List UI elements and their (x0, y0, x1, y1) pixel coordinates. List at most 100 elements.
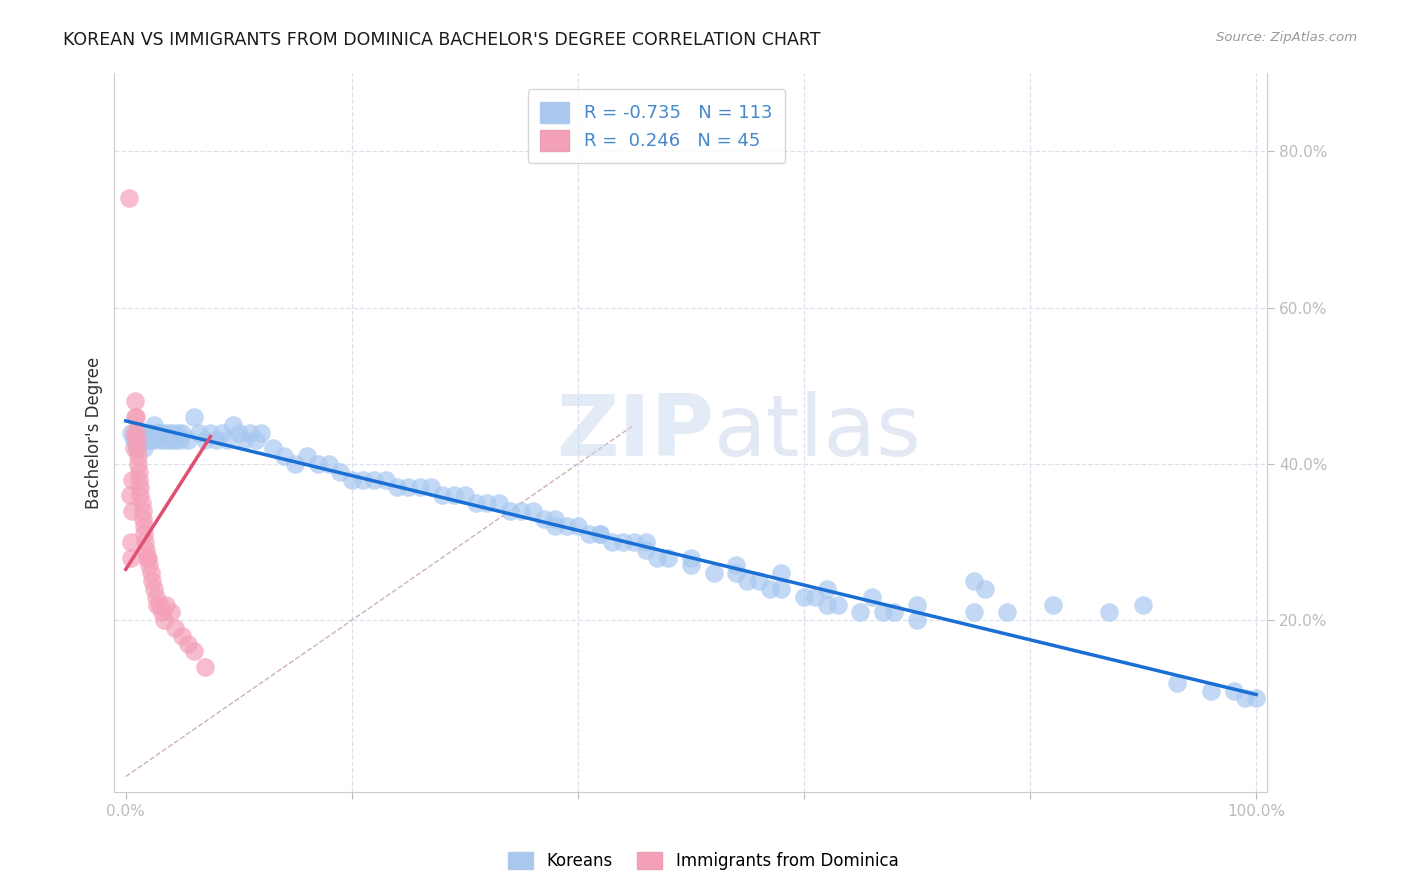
Point (165, 621, 187, 635)
Point (419, 480, 441, 494)
Point (612, 535, 634, 549)
Point (997, 606, 1019, 620)
Point (124, 409, 146, 424)
Point (160, 606, 183, 620)
Point (142, 425, 165, 440)
Point (157, 425, 180, 440)
Point (188, 425, 211, 440)
Point (1244, 691, 1267, 706)
Point (544, 511, 567, 525)
Point (737, 574, 759, 588)
Point (131, 425, 153, 440)
Point (128, 425, 150, 440)
Point (149, 598, 172, 612)
Point (135, 425, 157, 440)
Point (1042, 598, 1064, 612)
Point (555, 519, 578, 533)
Point (143, 434, 166, 448)
Point (125, 409, 148, 424)
Point (815, 582, 838, 596)
Point (120, 535, 142, 549)
Point (200, 425, 222, 440)
Point (166, 425, 188, 440)
Point (962, 606, 984, 620)
Point (134, 535, 156, 549)
Point (122, 442, 145, 456)
Point (702, 566, 724, 581)
Point (634, 535, 657, 549)
Point (211, 425, 233, 440)
Point (125, 425, 148, 440)
Point (118, 191, 141, 205)
Point (132, 519, 155, 533)
Point (396, 480, 419, 494)
Text: Source: ZipAtlas.com: Source: ZipAtlas.com (1216, 31, 1357, 45)
Point (172, 629, 194, 643)
Point (973, 582, 995, 596)
Point (122, 425, 145, 440)
Point (679, 558, 702, 573)
Point (132, 527, 155, 541)
Y-axis label: Bachelor's Degree: Bachelor's Degree (86, 357, 103, 508)
Point (194, 660, 217, 674)
Point (273, 449, 295, 463)
Point (793, 590, 815, 604)
Point (477, 496, 499, 510)
Point (143, 417, 166, 432)
Point (250, 425, 273, 440)
Point (194, 434, 217, 448)
Point (1098, 606, 1121, 620)
Point (183, 644, 205, 658)
Point (121, 473, 143, 487)
Point (533, 511, 555, 525)
Point (153, 425, 176, 440)
Point (239, 425, 262, 440)
Point (329, 465, 352, 479)
Point (128, 473, 150, 487)
Point (143, 582, 166, 596)
Point (125, 434, 148, 448)
Point (770, 582, 793, 596)
Point (169, 434, 191, 448)
Point (141, 574, 163, 588)
Point (284, 457, 307, 471)
Point (770, 566, 793, 581)
Point (645, 550, 668, 565)
Point (177, 637, 200, 651)
Point (155, 434, 177, 448)
Point (600, 535, 623, 549)
Point (150, 606, 173, 620)
Point (385, 480, 408, 494)
Point (120, 488, 142, 502)
Point (1166, 675, 1188, 690)
Point (679, 550, 702, 565)
Point (454, 488, 477, 502)
Point (815, 598, 838, 612)
Point (127, 449, 149, 463)
Point (217, 434, 239, 448)
Point (132, 442, 155, 456)
Point (374, 473, 396, 487)
Point (725, 566, 748, 581)
Point (1233, 691, 1256, 706)
Point (136, 550, 159, 565)
Point (748, 574, 770, 588)
Point (150, 434, 173, 448)
Point (124, 394, 146, 409)
Point (759, 582, 782, 596)
Point (725, 558, 748, 573)
Text: ZIP: ZIP (557, 391, 714, 474)
Point (153, 613, 176, 627)
Point (443, 488, 465, 502)
Point (872, 606, 894, 620)
Point (155, 598, 177, 612)
Point (165, 434, 187, 448)
Point (245, 434, 267, 448)
Point (128, 465, 150, 479)
Point (205, 434, 228, 448)
Point (623, 535, 645, 549)
Point (962, 574, 984, 588)
Point (139, 566, 162, 581)
Point (120, 425, 142, 440)
Point (127, 457, 149, 471)
